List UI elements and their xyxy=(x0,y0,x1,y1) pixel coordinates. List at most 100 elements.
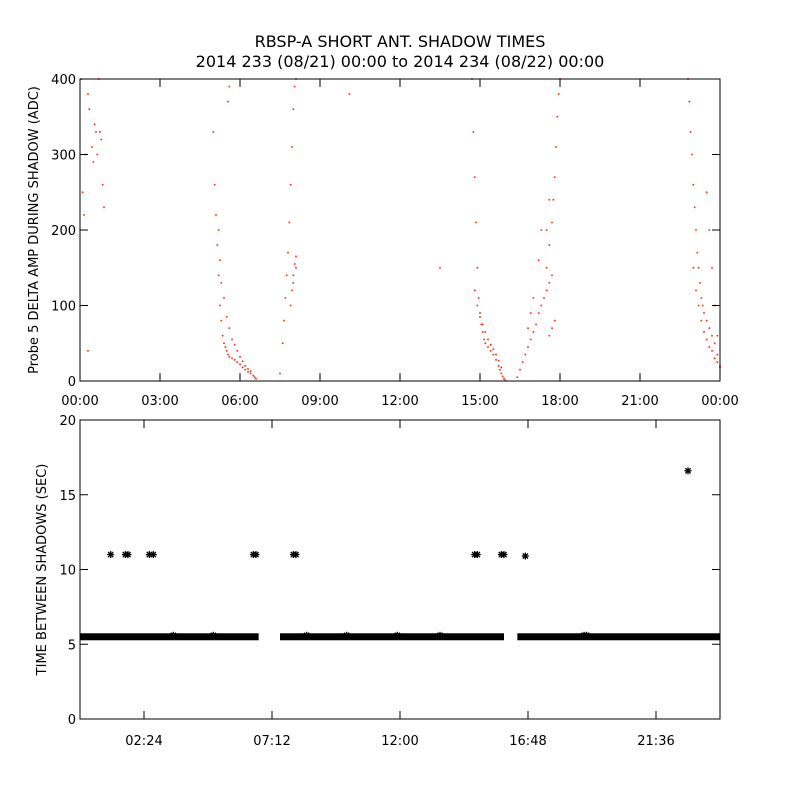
data-point xyxy=(99,131,101,133)
data-point xyxy=(101,183,104,186)
data-points xyxy=(80,467,720,641)
data-point xyxy=(233,359,236,361)
data-point xyxy=(228,356,231,358)
data-point xyxy=(489,350,492,352)
data-point xyxy=(499,368,501,371)
x-tick-label: 00:00 xyxy=(701,394,738,409)
data-point xyxy=(124,551,132,559)
data-point xyxy=(292,274,295,277)
data-point xyxy=(527,346,529,348)
data-point xyxy=(700,297,703,299)
baseline-segment xyxy=(280,633,504,641)
data-point xyxy=(716,334,719,337)
data-point xyxy=(545,229,548,231)
x-tick-label: 02:24 xyxy=(125,734,162,749)
data-point xyxy=(711,350,713,352)
x-tick-label: 16:48 xyxy=(509,734,546,749)
data-point xyxy=(524,353,527,356)
data-point xyxy=(91,146,93,148)
data-point xyxy=(711,266,713,269)
data-point xyxy=(479,316,481,318)
data-point xyxy=(532,297,535,299)
data-point xyxy=(87,350,89,352)
y-tick-label: 15 xyxy=(59,489,76,504)
data-point xyxy=(244,368,247,371)
x-tick-label: 21:36 xyxy=(637,734,674,749)
data-point xyxy=(548,282,551,284)
data-point xyxy=(87,93,89,95)
y-tick-label: 0 xyxy=(68,713,76,728)
data-point xyxy=(501,375,504,378)
data-point xyxy=(292,282,295,284)
data-point xyxy=(548,244,551,246)
data-point xyxy=(231,357,233,360)
y-tick-label: 10 xyxy=(59,564,76,579)
data-point xyxy=(284,297,287,299)
y-tick-label: 100 xyxy=(51,300,76,315)
data-point xyxy=(295,255,297,258)
data-point xyxy=(553,176,556,178)
data-point xyxy=(291,289,293,292)
data-point xyxy=(249,372,252,375)
data-point xyxy=(521,361,524,363)
data-point xyxy=(697,304,700,307)
data-point xyxy=(688,100,691,103)
data-point xyxy=(535,323,537,326)
data-point xyxy=(695,229,697,231)
data-point xyxy=(217,229,220,231)
data-points xyxy=(80,78,721,382)
data-point xyxy=(556,115,559,118)
data-point xyxy=(492,353,495,356)
data-point xyxy=(225,316,228,318)
data-point xyxy=(103,206,105,209)
data-point xyxy=(219,259,221,261)
data-point xyxy=(484,342,487,345)
data-point xyxy=(221,334,224,337)
data-point xyxy=(519,368,521,371)
y-tick-label: 0 xyxy=(68,375,76,390)
data-point xyxy=(228,327,231,329)
data-point xyxy=(288,221,291,224)
data-point xyxy=(303,631,311,639)
data-point xyxy=(348,93,351,95)
data-point xyxy=(223,297,225,299)
data-point xyxy=(241,360,244,363)
data-point xyxy=(703,312,705,314)
chart-title-line1: RBSP-A SHORT ANT. SHADOW TIMES xyxy=(255,32,546,51)
data-point xyxy=(695,289,697,292)
data-point xyxy=(555,146,557,148)
data-point xyxy=(697,266,700,269)
data-point xyxy=(684,467,692,475)
data-point xyxy=(289,183,292,186)
data-point xyxy=(696,251,699,254)
data-point xyxy=(473,551,481,559)
data-point xyxy=(436,631,444,639)
y-tick-label: 5 xyxy=(68,638,76,653)
data-point xyxy=(219,304,221,307)
data-point xyxy=(293,263,296,265)
data-point xyxy=(495,359,497,361)
data-point xyxy=(393,631,401,639)
data-point xyxy=(231,338,233,341)
data-point xyxy=(252,551,260,559)
data-point xyxy=(708,327,711,329)
data-point xyxy=(473,289,476,292)
bottom-panel: 02:24 07:12 12:00 16:48 21:36 0 5 10 15 20 TIME BE… xyxy=(35,414,721,749)
data-point xyxy=(713,357,716,360)
data-point xyxy=(699,282,701,284)
data-point xyxy=(497,365,500,367)
data-point xyxy=(472,131,475,133)
data-point xyxy=(255,377,257,380)
data-point xyxy=(213,183,216,186)
data-point xyxy=(552,199,555,201)
data-point xyxy=(492,348,495,351)
data-point xyxy=(516,376,519,379)
data-point xyxy=(500,366,503,369)
data-point xyxy=(551,274,553,277)
data-point xyxy=(236,361,239,363)
data-point xyxy=(705,319,708,322)
data-point xyxy=(553,319,556,322)
data-point xyxy=(475,221,477,224)
data-point xyxy=(209,631,217,639)
data-point xyxy=(583,631,591,639)
